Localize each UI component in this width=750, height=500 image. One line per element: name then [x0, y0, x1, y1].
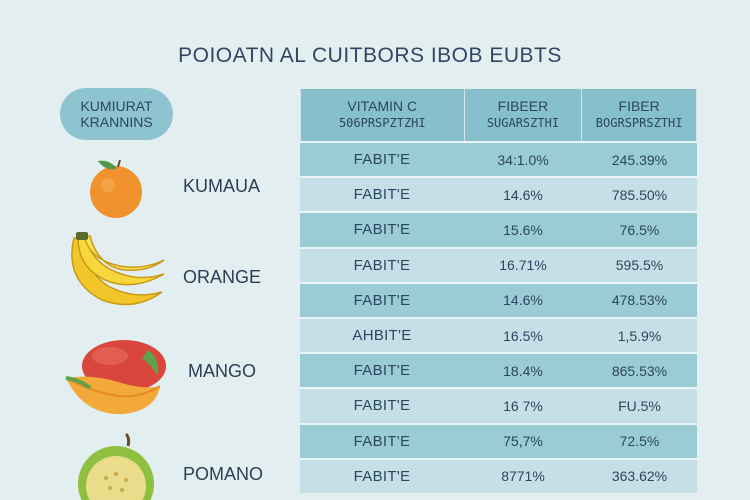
mango-icon — [65, 340, 166, 415]
row-value-cell: 15.6% — [503, 221, 543, 238]
column-header-vitamin-c: VITAMIN C 506PRSPZTZHI — [301, 89, 465, 141]
row-name-cell: FABIT'E — [353, 256, 411, 274]
orange-icon — [90, 159, 142, 218]
table-row: FABIT'E 14.6% 785.50% — [300, 176, 697, 212]
column-header-fibeer: FIBEER SUGARSZTHI — [465, 89, 583, 141]
category-badge: KUMIURAT KRANNINS — [60, 88, 173, 140]
row-value-cell: 16.5% — [503, 327, 543, 344]
table-row: FABIT'E 14.6% 478.53% — [300, 281, 697, 317]
table-row: FABIT'E 16.71% 595.5% — [300, 246, 697, 282]
table-row: FABIT'E 16 7% FU.5% — [300, 387, 697, 423]
row-value-cell: 785.50% — [611, 186, 668, 203]
row-value-cell: 14.6% — [503, 186, 543, 203]
fruit-label-mango: MANGO — [188, 361, 257, 381]
row-name-cell: FABIT'E — [353, 151, 411, 169]
row-value-cell: 245.39% — [611, 151, 668, 168]
table-row: FABIT'E 15.6% 76.5% — [300, 211, 697, 247]
fruit-label-orange: ORANGE — [183, 267, 262, 287]
row-name-cell: FABIT'E — [353, 432, 411, 450]
fruit-label-pomano: POMANO — [183, 464, 264, 484]
page-title: POIOATN AL CUITBORS IBOB EUBTS — [178, 44, 562, 67]
row-name-cell: FABIT'E — [353, 362, 411, 380]
row-value-cell: 1,5.9% — [617, 327, 662, 344]
row-value-cell: 16.71% — [499, 257, 547, 274]
column-header-fiber: FIBER BOGRSPRSZTHI — [582, 89, 697, 141]
row-value-cell: 8771% — [501, 468, 545, 485]
table-row: AHBIT'E 16.5% 1,5.9% — [300, 316, 697, 353]
nutrition-table: VITAMIN C 506PRSPZTZHI FIBEER SUGARSZTHI… — [300, 89, 697, 493]
row-name-cell: FABIT'E — [353, 397, 411, 415]
badge-line-2: KRANNINS — [80, 114, 153, 130]
banana-icon — [71, 232, 165, 306]
row-value-cell: 34:1.0% — [497, 151, 549, 168]
row-name-cell: FABIT'E — [353, 467, 411, 485]
row-value-cell: 363.62% — [611, 468, 668, 485]
row-value-cell: 14.6% — [503, 292, 543, 309]
row-value-cell: 865.53% — [611, 362, 668, 379]
table-header: VITAMIN C 506PRSPZTZHI FIBEER SUGARSZTHI… — [300, 89, 697, 141]
row-value-cell: 75,7% — [503, 433, 543, 450]
row-value-cell: 72.5% — [619, 433, 660, 450]
table-row: FABIT'E 18.4% 865.53% — [300, 352, 697, 388]
table-row: FABIT'E 34:1.0% 245.39% — [300, 141, 697, 177]
table-row: FABIT'E 75,7% 72.5% — [300, 422, 697, 458]
row-name-cell: FABIT'E — [353, 221, 411, 239]
badge-line-1: KUMIURAT — [80, 98, 153, 114]
fruit-label-kumaua: KUMAUA — [183, 176, 261, 196]
row-name-cell: FABIT'E — [353, 186, 411, 204]
row-value-cell: 18.4% — [503, 362, 543, 379]
row-value-cell: FU.5% — [618, 397, 661, 414]
guava-icon — [78, 432, 154, 500]
row-name-cell: AHBIT'E — [352, 327, 412, 345]
row-value-cell: 595.5% — [615, 257, 664, 274]
row-value-cell: 16 7% — [503, 397, 543, 414]
table-row: FABIT'E 8771% 363.62% — [300, 457, 697, 493]
row-value-cell: 76.5% — [619, 221, 660, 238]
row-name-cell: FABIT'E — [353, 291, 411, 309]
table-body: FABIT'E 34:1.0% 245.39% FABIT'E 14.6% 785.50%… — [300, 141, 697, 493]
row-value-cell: 478.53% — [611, 292, 668, 309]
